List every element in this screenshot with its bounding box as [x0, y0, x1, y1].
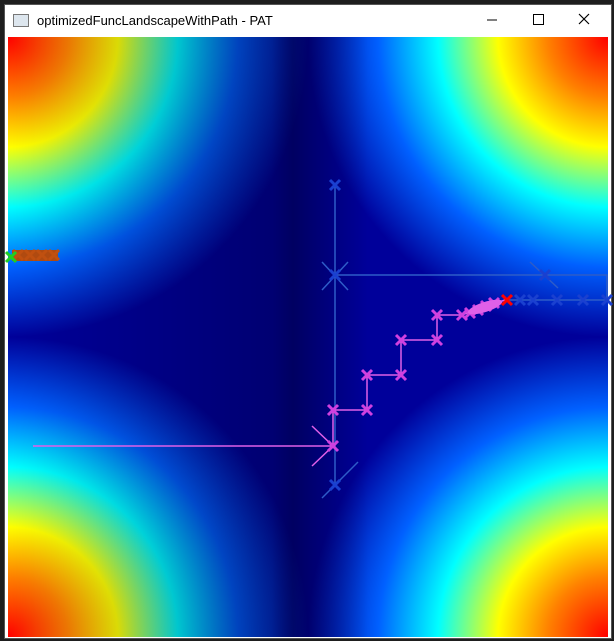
close-button[interactable]: [561, 5, 607, 35]
window: optimizedFuncLandscapeWithPath - PAT: [4, 4, 612, 639]
window-title: optimizedFuncLandscapeWithPath - PAT: [37, 13, 273, 28]
title-bar: optimizedFuncLandscapeWithPath - PAT: [5, 5, 611, 35]
orange-cluster: [4, 248, 61, 264]
blue-path: [321, 178, 614, 499]
magenta-path: [33, 296, 506, 467]
app-icon: [13, 14, 29, 27]
function-landscape: [8, 37, 608, 637]
minimize-button[interactable]: [469, 5, 515, 35]
maximize-button[interactable]: [515, 5, 561, 35]
